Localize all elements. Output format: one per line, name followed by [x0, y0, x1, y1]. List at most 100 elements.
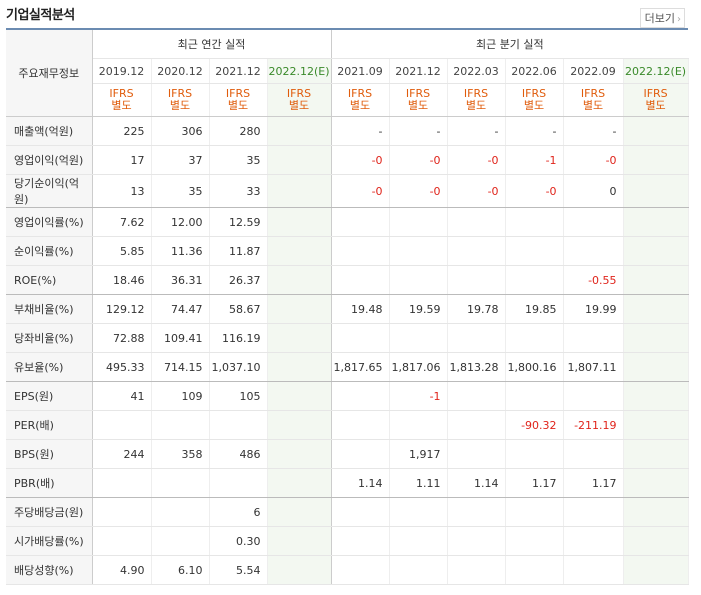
table-cell — [92, 410, 152, 440]
table-cell — [151, 468, 210, 498]
period-header: 2022.12(E) — [267, 58, 332, 84]
quarter-header: 최근 분기 실적 — [331, 29, 689, 59]
table-cell — [623, 526, 689, 556]
table-cell: 13 — [92, 174, 152, 208]
table-row: 당좌비율(%) 72.88 109.41 116.19 — [6, 323, 689, 353]
table-cell — [447, 526, 506, 556]
more-button[interactable]: 더보기 › — [639, 8, 685, 28]
table-cell: 35 — [151, 174, 210, 208]
row-label: 영업이익(억원) — [6, 145, 93, 175]
table-cell: 58.67 — [209, 294, 268, 324]
table-cell — [331, 236, 390, 266]
table-cell — [331, 381, 390, 411]
table-cell: 1,813.28 — [447, 352, 506, 382]
table-cell: -0 — [331, 174, 390, 208]
table-cell — [447, 207, 506, 237]
table-cell: 33 — [209, 174, 268, 208]
table-cell — [151, 526, 210, 556]
table-cell: 12.59 — [209, 207, 268, 237]
table-cell — [151, 497, 210, 527]
table-cell — [505, 207, 564, 237]
table-cell — [209, 468, 268, 498]
table-cell: 714.15 — [151, 352, 210, 382]
table-cell — [447, 410, 506, 440]
chevron-right-icon: › — [677, 14, 681, 25]
table-cell: 72.88 — [92, 323, 152, 353]
table-row: 주당배당금(원) 6 — [6, 497, 689, 527]
table-row: ROE(%) 18.46 36.31 26.37 -0.55 — [6, 265, 689, 295]
ifrs-top: IFRS — [109, 87, 134, 100]
table-row: 배당성향(%) 4.90 6.10 5.54 — [6, 555, 689, 585]
row-label: PBR(배) — [6, 468, 93, 498]
table-cell — [623, 381, 689, 411]
table-cell — [623, 410, 689, 440]
table-cell: 17 — [92, 145, 152, 175]
table-cell — [267, 294, 332, 324]
table-cell — [563, 526, 624, 556]
row-label: 당기순이익(억원) — [6, 174, 93, 208]
ifrs-bottom: 별도 — [523, 99, 545, 112]
table-cell — [623, 323, 689, 353]
table-cell — [447, 381, 506, 411]
table-cell — [623, 116, 689, 146]
table-cell — [389, 207, 448, 237]
table-cell: 1,817.06 — [389, 352, 448, 382]
table-cell — [623, 497, 689, 527]
table-cell — [563, 323, 624, 353]
financial-table: 주요재무정보 최근 연간 실적 최근 분기 실적 2019.12 2020.12 2… — [6, 28, 689, 585]
row-label: 순이익률(%) — [6, 236, 93, 266]
table-cell — [389, 555, 448, 585]
table-cell — [505, 381, 564, 411]
table-cell: 4.90 — [92, 555, 152, 585]
table-cell: 1,037.10 — [209, 352, 268, 382]
table-cell — [447, 439, 506, 469]
table-row: 당기순이익(억원) 13 35 33 -0 -0 -0 -0 0 — [6, 174, 689, 208]
table-cell — [623, 265, 689, 295]
table-cell — [267, 265, 332, 295]
table-cell — [267, 555, 332, 585]
table-cell: 116.19 — [209, 323, 268, 353]
table-cell — [623, 555, 689, 585]
table-cell — [267, 116, 332, 146]
table-cell: -0 — [563, 145, 624, 175]
table-cell — [563, 439, 624, 469]
table-row: 영업이익률(%) 7.62 12.00 12.59 — [6, 207, 689, 237]
ifrs-label: IFRS 별도 — [209, 83, 268, 117]
ifrs-top: IFRS — [405, 87, 431, 100]
table-cell — [389, 526, 448, 556]
table-cell: -1 — [389, 381, 448, 411]
table-cell: 7.62 — [92, 207, 152, 237]
table-cell — [267, 381, 332, 411]
table-cell: 0 — [563, 174, 624, 208]
table-cell: 244 — [92, 439, 152, 469]
table-cell: 36.31 — [151, 265, 210, 295]
table-cell — [505, 265, 564, 295]
table-cell — [563, 497, 624, 527]
table-cell — [623, 236, 689, 266]
table-cell — [505, 555, 564, 585]
table-cell: 1.17 — [505, 468, 564, 498]
period-header: 2022.03 — [447, 58, 506, 84]
table-cell: 5.54 — [209, 555, 268, 585]
table-cell — [505, 439, 564, 469]
table-cell: 5.85 — [92, 236, 152, 266]
table-cell — [389, 265, 448, 295]
table-cell: 1.17 — [563, 468, 624, 498]
table-cell — [267, 497, 332, 527]
table-cell: 37 — [151, 145, 210, 175]
table-cell: - — [505, 116, 564, 146]
row-label: 당좌비율(%) — [6, 323, 93, 353]
corner-label: 주요재무정보 — [6, 29, 93, 117]
table-cell: 19.85 — [505, 294, 564, 324]
table-row: 시가배당률(%) 0.30 — [6, 526, 689, 556]
ifrs-label: IFRS 별도 — [447, 83, 506, 117]
table-cell — [267, 468, 332, 498]
table-cell — [331, 265, 390, 295]
table-cell — [92, 526, 152, 556]
table-cell — [623, 352, 689, 382]
table-cell — [505, 497, 564, 527]
table-cell: 19.59 — [389, 294, 448, 324]
table-cell: 280 — [209, 116, 268, 146]
page-title: 기업실적분석 — [6, 8, 75, 23]
table-cell — [331, 526, 390, 556]
